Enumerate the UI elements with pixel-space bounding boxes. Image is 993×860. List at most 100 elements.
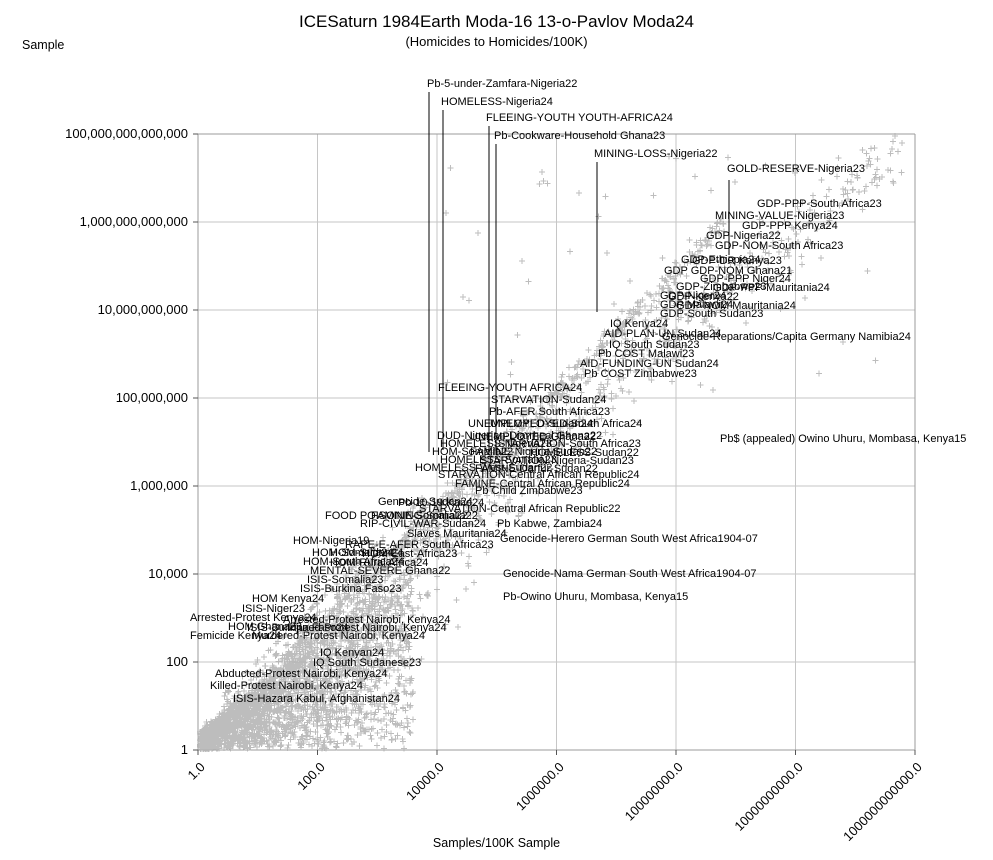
annotation-label: FAMINE-Somalia22 [371, 510, 468, 522]
annotation-label: STARVATION-Central African Republic24 [438, 469, 640, 481]
annotation-label: FAMINE-Central African Republic24 [455, 478, 630, 490]
chart-subtitle: (Homicides to Homicides/100K) [405, 34, 588, 49]
annotation-label: Pb-10-19 Kano24 [398, 497, 485, 509]
annotation-label: GDP Malawi24 [660, 299, 734, 311]
annotation-label: Arrested-Protest Kenya24 [190, 612, 317, 624]
annotation-label: ISIS-Burkina Faso24 [247, 622, 349, 634]
x-axis-title: Samples/100K Sample [432, 836, 561, 850]
annotation-label: Pb-5-under-Zamfara-Nigeria22 [427, 78, 578, 90]
annotation-label: ISIS-Burkina Faso23 [300, 583, 402, 595]
annotation-label: Genocide-Reparations/Capita Germany Nami… [662, 331, 911, 343]
annotation-label: GDP-Ethiopia24 [681, 254, 761, 266]
annotation-label: HOMELESS-Nigeria24 [441, 96, 553, 108]
annotation-label: GDP-Kenya22 [668, 291, 739, 303]
annotation-label: STARVATION-Sudan24 [491, 394, 607, 406]
annotation-label: AID-FUNDING-UN Sudan24 [580, 358, 719, 370]
annotation-label: Pb-Cookware-Household Ghana23 [494, 130, 666, 142]
y-axis-title: Sample [22, 38, 65, 52]
annotation-label: Pb-Owino Uhuru, Mombasa, Kenya15 [503, 591, 689, 603]
annotation-label: FLEEING-YOUTH YOUTH-AFRICA24 [486, 112, 673, 124]
annotation-label: DUD-Nigerian-Diarrheal Ghana22 [437, 430, 603, 442]
annotation-label: Genocide-Sudan24 [378, 496, 473, 508]
tick-marks [193, 133, 916, 755]
annotation-label: GDP-PPP-South Africa23 [757, 198, 882, 210]
annotation-label: RIP-CIVIL-WAR-Sudan24 [360, 518, 487, 530]
annotation-label: HOM Kenya24 [252, 593, 325, 605]
annotation-label: Genocide-Nama German South West Africa19… [503, 568, 757, 580]
annotation-label: HOM-Somalia24 [312, 547, 394, 559]
annotation-label: GDP-NOM-South Africa23 [715, 240, 844, 252]
annotation-label: GDP-Nigeria22 [706, 230, 781, 242]
annotation-label: Killed-Protest Nairobi, Kenya24 [210, 680, 363, 692]
y-axis-tick-label: 1,000,000 [130, 478, 188, 493]
annotation-label: HOMELESS-West-Sudan22 [415, 462, 553, 474]
annotation-label: STARVATION-South Africa23 [498, 438, 641, 450]
annotation-label: MINING-LOSS-Nigeria22 [594, 148, 718, 160]
annotation-label: GDP-PPP-Mauritania24 [713, 282, 830, 294]
y-axis-tick-label: 10,000,000,000 [97, 302, 188, 317]
annotation-label: IQ Kenya24 [610, 318, 669, 330]
annotation-label: GDP-Zimbabwe23 [676, 281, 767, 293]
annotation-label: FLEEING-YOUTH AFRICA24 [438, 382, 583, 394]
chart-title: ICESaturn 1984Earth Moda-16 13-o-Pavlov … [298, 12, 694, 31]
annotation-label: HOMELESS-Sudan22 [530, 447, 639, 459]
y-axis-tick-label: 100 [166, 654, 188, 669]
annotation-label: STARVATION-Nigeria-Sudan23 [480, 455, 634, 467]
annotation-label: FAMINE-Darfur-Sudan22 [475, 463, 598, 475]
annotation-label: IQ South Sudan23 [609, 339, 700, 351]
annotation-label: GDP GDP-NOM Ghana21 [664, 265, 793, 277]
annotation-label: HOM-Sudan24 [330, 547, 404, 559]
annotation-label: HOMELESS-Nigeria23 [440, 438, 552, 450]
annotation-label: GDP-PPP Niger24 [700, 273, 791, 285]
annotation-label: Pb Child Zimbabwe23 [475, 485, 583, 497]
annotation-label: HOM-Somalia22 [432, 446, 514, 458]
annotation-label: MENTAL-SEVERE Ghana22 [310, 565, 451, 577]
annotation-label: HOM Ghana23 [228, 621, 302, 633]
y-axis-tick-label: 100,000,000,000,000 [65, 126, 188, 141]
annotation-label: IQ Kenyan24 [320, 647, 385, 659]
annotation-label: MINING-VALUE-Nigeria23 [715, 210, 845, 222]
annotation-label: FAMINE-Nigeria-Sudan22 [470, 446, 598, 458]
annotation-label: Murdered-Protest Nairobi, Kenya24 [252, 630, 426, 642]
annotation-label: AID-PLAN-UN Sudan24 [604, 328, 722, 340]
annotation-label: Slaves Mauritania24 [407, 528, 507, 540]
annotation-label: HOM-East-Africa23 [362, 548, 458, 560]
annotation-label: Femicide Kenya24 [190, 630, 282, 642]
annotation-label: HOMELESS-Somalia23 [440, 454, 557, 466]
annotation-label: RAPE-E-AFER South Africa23 [345, 539, 494, 551]
y-axis-tick-label: 1,000,000,000,000 [79, 214, 188, 229]
annotation-label: IQ South Sudanese23 [313, 657, 422, 669]
y-axis-tick-label: 100,000,000 [115, 390, 188, 405]
annotation-label: HOM-Nigeria19 [293, 535, 370, 547]
annotation-label: UNEMPLOYED-South Africa24 [490, 418, 643, 430]
annotation-label: Pb-AFER South Africa23 [489, 406, 611, 418]
annotation-label: FOOD POISONING-Somalia22 [325, 510, 478, 522]
annotation-label: GDP-DR Kenya23 [692, 255, 782, 267]
annotation-label: GDP-PPP Kenya24 [742, 220, 838, 232]
annotation-label: UNEMPLOYED-Ghana22 [470, 431, 596, 443]
annotation-leader-lines [428, 92, 730, 455]
annotation-label: Arrested-Protest Nairobi, Kenya24 [283, 614, 451, 626]
annotation-label: Abducted-Protest Nairobi, Kenya24 [215, 668, 388, 680]
annotation-label: Injured-Protest Nairobi, Kenya24 [287, 622, 447, 634]
annotation-label: GDP-NOM Mauritania24 [676, 300, 796, 312]
annotation-label: GOLD-RESERVE-Nigeria23 [727, 163, 865, 175]
annotation-label: Pb Kabwe, Zambia24 [497, 518, 603, 530]
y-axis-tick-label: 1 [180, 742, 188, 757]
annotation-label: Pb COST Zimbabwe23 [584, 368, 697, 380]
annotation-label: ISIS-Hazara Kabul, Afghanistan24 [233, 693, 400, 705]
annotation-label: HOM-Rural Africa24 [330, 557, 429, 569]
annotation-label: ISIS-Niger23 [242, 603, 305, 615]
annotation-label: UNEMPLOYED-Sudan24 [468, 418, 593, 430]
annotation-label: STARVATION-Central African Republic22 [419, 503, 621, 515]
scatter-points [197, 133, 905, 752]
annotation-label: ISIS-Somalia23 [307, 574, 384, 586]
annotation-label: Genocide-Herero German South West Africa… [500, 533, 758, 545]
annotation-label: HOM-South Africa24 [303, 556, 404, 568]
annotation-label: Pb COST Malawi23 [598, 348, 695, 360]
annotation-label: GDP-Niger24 [660, 290, 727, 302]
annotation-label: GDP-South Sudan23 [660, 308, 764, 320]
y-axis-tick-label: 10,000 [148, 566, 188, 581]
